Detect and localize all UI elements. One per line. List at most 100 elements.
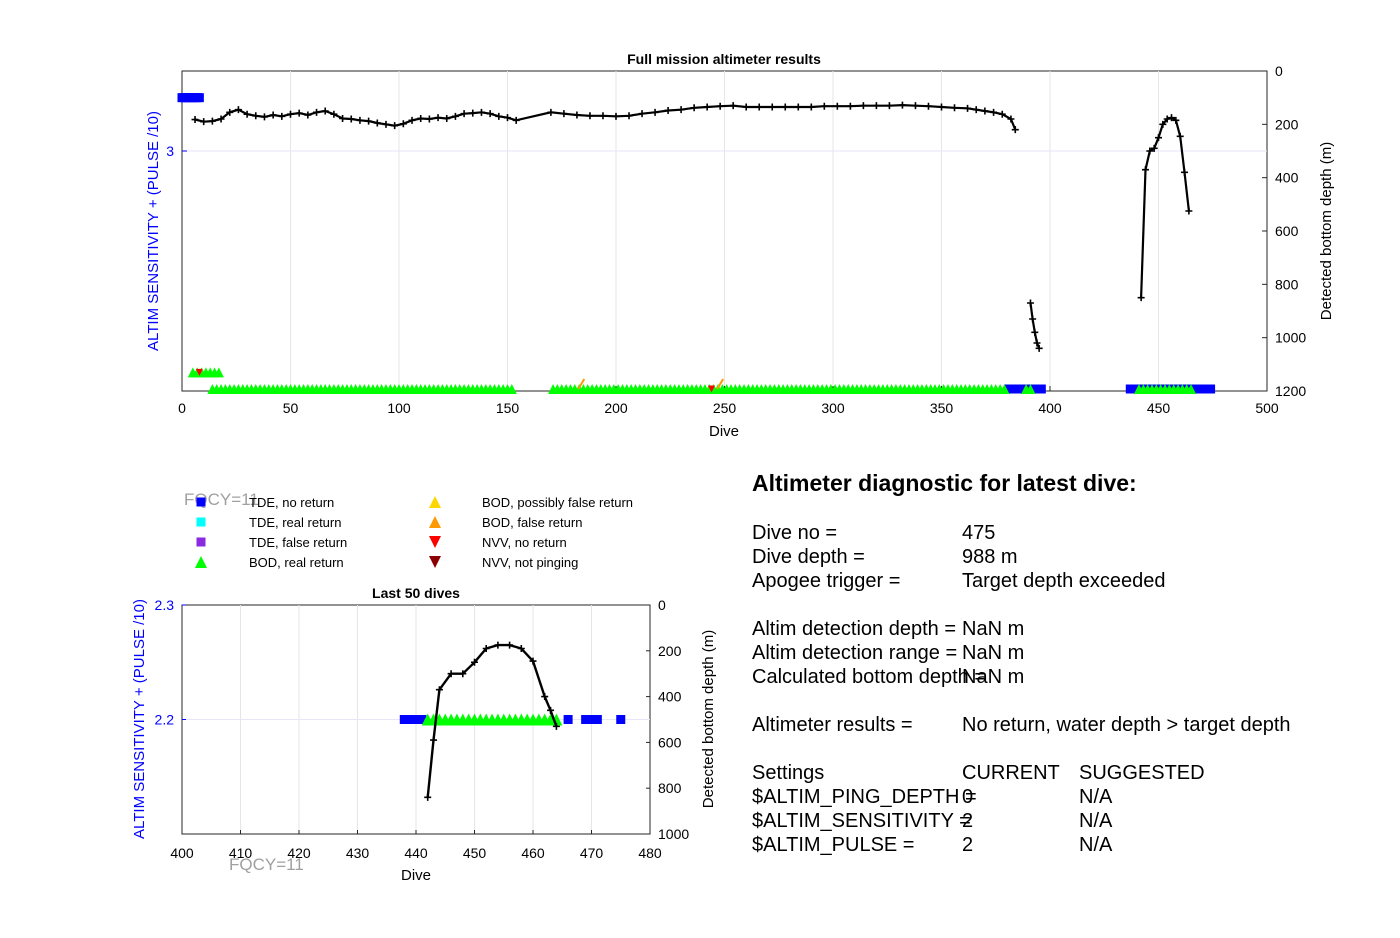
- bottom-depth-point: [552, 722, 560, 730]
- top-x-tick-label: 450: [1147, 400, 1171, 416]
- tde-no-return-marker: [1206, 384, 1216, 394]
- bottom-right-y-tick-label: 600: [658, 734, 682, 750]
- bottom-depth-point: [1146, 147, 1154, 155]
- bottom-depth-point: [313, 108, 321, 116]
- last-50-dives-plot: Last 50 dives 400 410 420 430 440 450 460 470 48…: [131, 585, 717, 884]
- pulse-label: $ALTIM_PULSE =: [752, 834, 915, 856]
- bottom-depth-point: [677, 106, 685, 114]
- bottom-depth-point: [1185, 207, 1193, 215]
- bottom-depth-point: [469, 109, 477, 117]
- dive-no-value: 475: [962, 522, 996, 544]
- settings-label: Settings: [752, 762, 825, 784]
- bottom-depth-point: [547, 108, 555, 116]
- sensitivity-label: $ALTIM_SENSITIVITY =: [752, 810, 971, 832]
- tde-no-return-marker: [592, 715, 602, 724]
- diagnostic-title: Altimeter diagnostic for latest dive:: [752, 470, 1137, 496]
- top-x-tick-label: 250: [713, 400, 737, 416]
- legend-label: BOD, possibly false return: [482, 495, 633, 510]
- bottom-depth-point: [938, 103, 945, 111]
- bottom-depth-point: [243, 110, 251, 118]
- legend-label: TDE, real return: [249, 515, 341, 530]
- bottom-depth-point: [226, 108, 234, 116]
- bottom-depth-point: [599, 112, 607, 120]
- bod-real-return-marker: [999, 384, 1010, 394]
- bottom-depth-point: [1168, 114, 1176, 122]
- tde-no-return-marker: [1036, 384, 1046, 394]
- top-x-tick-label: 150: [496, 400, 520, 416]
- bottom-depth-point: [435, 686, 443, 694]
- pulse-current: 2: [962, 834, 974, 856]
- bod-false-return-marker: [716, 378, 725, 390]
- bottom-depth-point: [885, 102, 893, 110]
- bottom-depth-point: [425, 115, 433, 123]
- bottom-left-y-tick-label: 2.3: [155, 597, 175, 613]
- bottom-depth-point: [451, 112, 459, 120]
- tde-no-return-marker: [616, 715, 626, 724]
- bottom-depth-point: [1141, 166, 1149, 174]
- bottom-depth-point: [373, 119, 381, 127]
- bottom-depth-point: [859, 102, 867, 110]
- bod-real-return-marker: [506, 384, 517, 394]
- bottom-right-y-tick-label: 800: [658, 780, 682, 796]
- bottom-x-tick-label: 460: [521, 845, 545, 861]
- ping-depth-current: 0: [962, 786, 974, 808]
- fqcy-label-bottom: FQCY=11: [229, 855, 304, 874]
- tde-no-return-marker: [563, 715, 573, 724]
- bottom-depth-point: [1011, 126, 1019, 134]
- bottom-depth-point: [287, 110, 294, 118]
- bottom-depth-point: [846, 102, 854, 110]
- suggested-header: SUGGESTED: [1079, 762, 1205, 784]
- top-right-y-tick-label: 200: [1275, 116, 1299, 132]
- bottom-depth-point: [716, 102, 724, 110]
- ping-depth-label: $ALTIM_PING_DEPTH =: [752, 786, 977, 808]
- bod-real-return-marker: [1025, 384, 1036, 394]
- bottom-depth-point: [1033, 339, 1041, 347]
- top-marks: [177, 93, 1216, 394]
- apogee-label: Apogee trigger =: [752, 570, 901, 592]
- tde-no-return-marker: [405, 715, 415, 724]
- bottom-depth-point: [951, 104, 959, 112]
- top-right-y-label: Detected bottom depth (m): [1318, 142, 1335, 320]
- bottom-depth-point: [586, 112, 594, 120]
- bottom-depth-point: [998, 110, 1006, 118]
- top-x-tick-label: 300: [821, 400, 845, 416]
- detect-range-value: NaN m: [962, 642, 1025, 664]
- bottom-depth-point: [269, 111, 277, 119]
- top-x-tick-label: 50: [283, 400, 299, 416]
- pulse-suggested: N/A: [1079, 834, 1113, 856]
- bottom-depth-point: [742, 103, 750, 111]
- dive-no-label: Dive no =: [752, 522, 838, 544]
- bottom-depth-point: [260, 113, 268, 121]
- bottom-depth-point: [471, 658, 478, 666]
- bottom-depth-line: [426, 643, 558, 798]
- top-left-y-tick-label: 3: [166, 143, 174, 159]
- legend-square-marker: [196, 497, 206, 507]
- nvv-no-return-marker: [195, 368, 203, 376]
- bod-real-return-marker: [1186, 384, 1197, 394]
- bottom-depth-point: [729, 102, 737, 110]
- bottom-depth-point: [872, 102, 880, 110]
- bod-real-return-marker: [550, 713, 563, 726]
- nvv-no-return-marker: [707, 385, 715, 393]
- bottom-depth-point: [512, 116, 520, 124]
- top-right-y-tick-label: 1200: [1275, 383, 1306, 399]
- legend-triangle-down-marker: [429, 536, 441, 548]
- bottom-x-tick-label: 440: [404, 845, 428, 861]
- bottom-depth-point: [430, 736, 438, 744]
- tde-no-return-marker: [399, 715, 409, 724]
- top-x-ticks: 0 50 100 150 200 250 300 350 400 450 500: [178, 386, 1279, 416]
- top-x-tick-label: 500: [1255, 400, 1279, 416]
- dive-depth-label: Dive depth =: [752, 546, 865, 568]
- bottom-depth-point: [529, 657, 537, 665]
- bod-false-return-marker: [577, 378, 586, 390]
- bottom-right-y-tick-label: 0: [658, 597, 666, 613]
- bottom-right-y-ticks: 0 200 400 600 800 1000: [646, 597, 689, 842]
- full-mission-plot: Full mission altimeter results 0 50 100 150…: [145, 51, 1335, 440]
- bottom-depth-point: [278, 112, 286, 120]
- bottom-depth-point: [347, 115, 355, 123]
- legend-label: TDE, no return: [249, 495, 334, 510]
- bottom-depth-point: [460, 110, 468, 118]
- bottom-depth-point: [541, 693, 549, 701]
